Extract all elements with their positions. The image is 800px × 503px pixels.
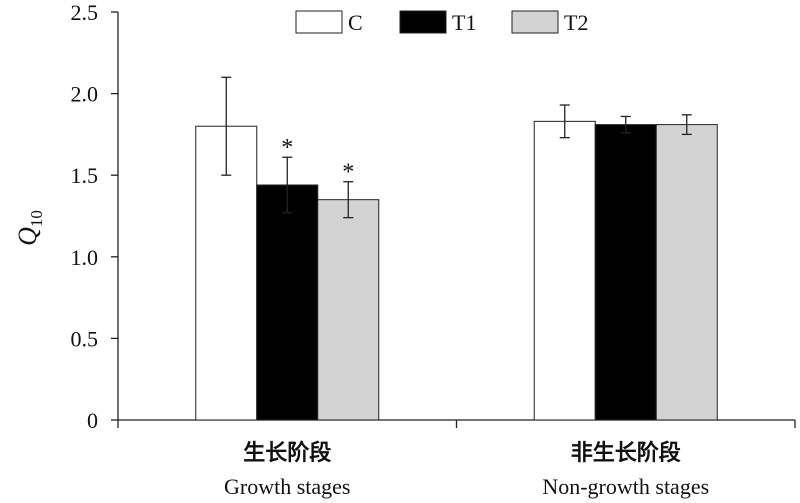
axes: 0 0.5 1.0 1.5 2.0 2.5 Q10 — [13, 0, 796, 433]
significance-mark: * — [342, 160, 354, 186]
legend-label-t1: T1 — [452, 10, 476, 35]
y-tick-label: 0 — [87, 408, 98, 433]
legend: C T1 T2 — [295, 10, 588, 35]
category-label-cn: 非生长阶段 — [571, 440, 681, 466]
legend-swatch-t1 — [399, 10, 447, 34]
legend-swatch-c — [295, 10, 343, 34]
legend-label-t2: T2 — [564, 10, 588, 35]
legend-label-c: C — [348, 10, 363, 35]
labels: * * 生长阶段 Growth stages 非生长阶段 Non-growth stage… — [224, 135, 709, 499]
y-tick-label: 2.0 — [71, 82, 99, 107]
category-label-en: Non-growth stages — [542, 474, 709, 499]
bar-t1-non-growth — [594, 124, 657, 421]
bars — [195, 120, 718, 421]
category-label-cn: 生长阶段 — [243, 440, 331, 466]
bar-t1-growth — [256, 184, 319, 421]
y-axis-label-subscript: 10 — [27, 210, 46, 227]
category-label-en: Growth stages — [224, 474, 350, 499]
y-axis-label: Q10 — [13, 210, 46, 246]
bar-c-non-growth — [533, 120, 596, 421]
bar-t2-non-growth — [655, 124, 718, 421]
bar-t2-growth — [317, 199, 380, 421]
y-axis-label-main: Q — [13, 227, 42, 246]
y-tick-label: 1.0 — [71, 245, 99, 270]
significance-mark: * — [281, 135, 293, 161]
legend-swatch-t2 — [511, 10, 559, 34]
y-tick-label: 2.5 — [71, 0, 99, 25]
y-tick-label: 1.5 — [71, 163, 99, 188]
error-bars — [221, 76, 692, 219]
y-tick-label: 0.5 — [71, 326, 99, 351]
